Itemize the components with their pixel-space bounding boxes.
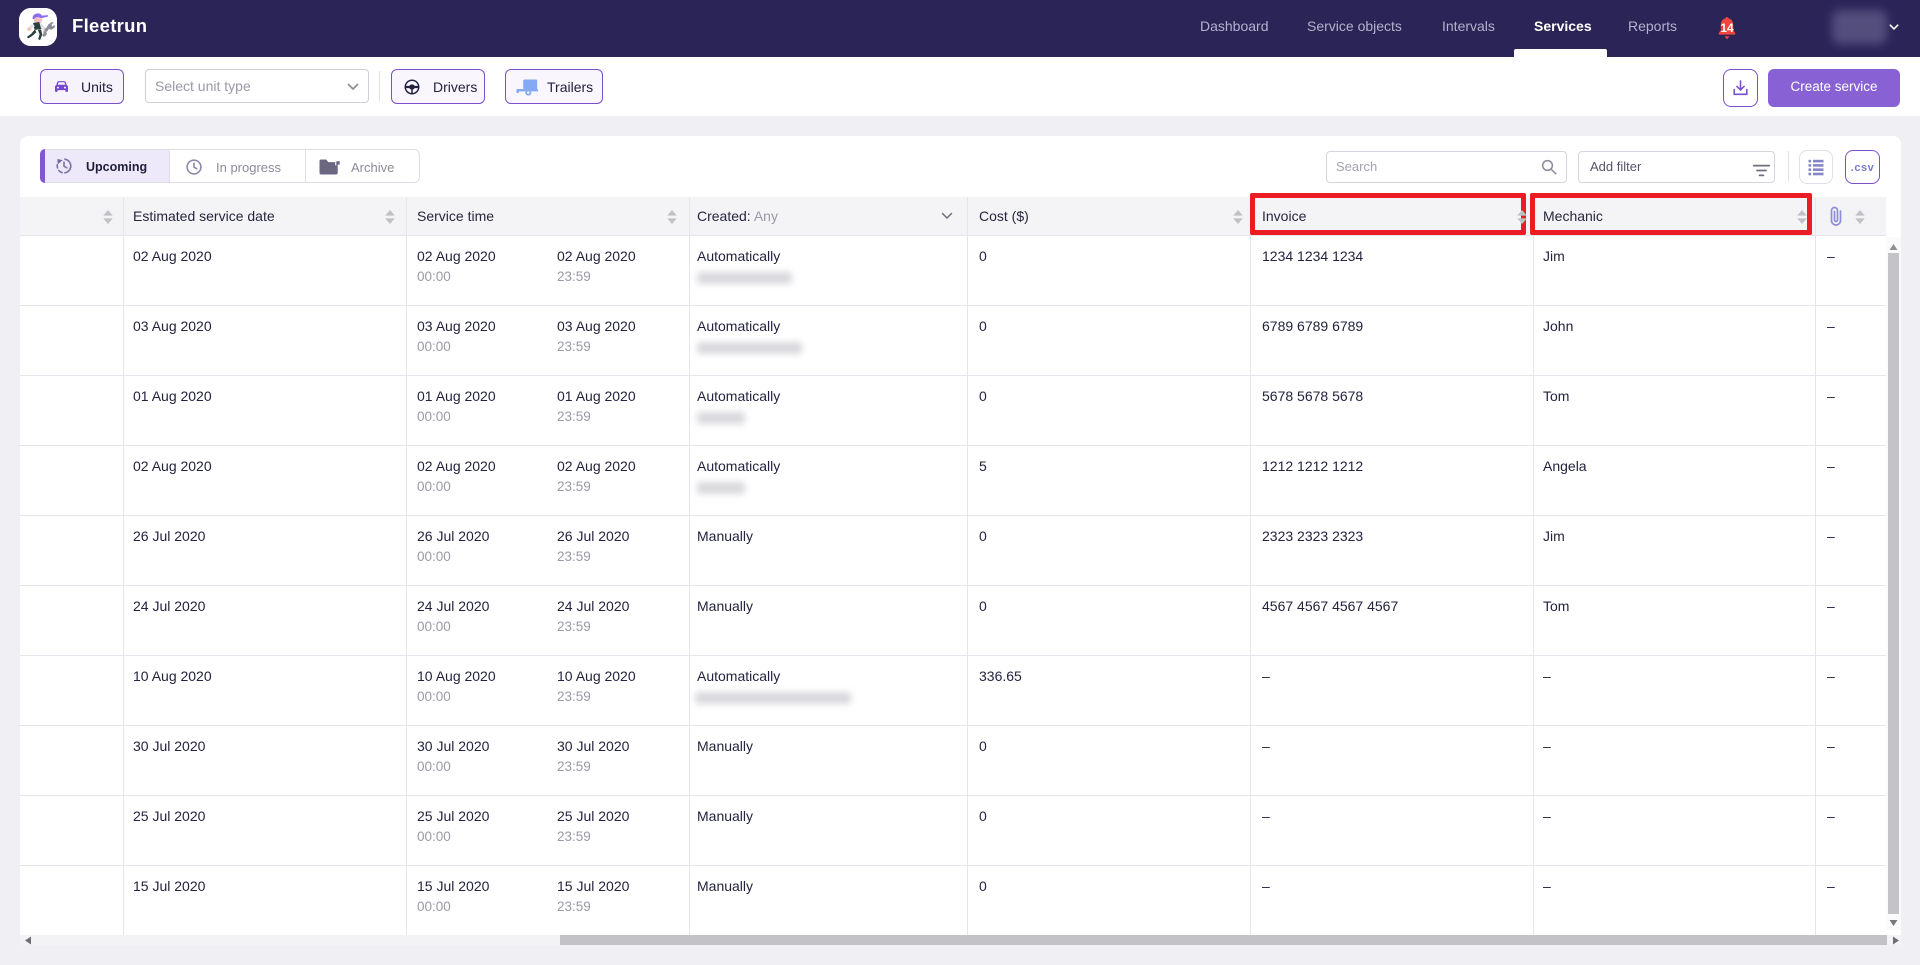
svg-text:14: 14 bbox=[1720, 21, 1734, 35]
